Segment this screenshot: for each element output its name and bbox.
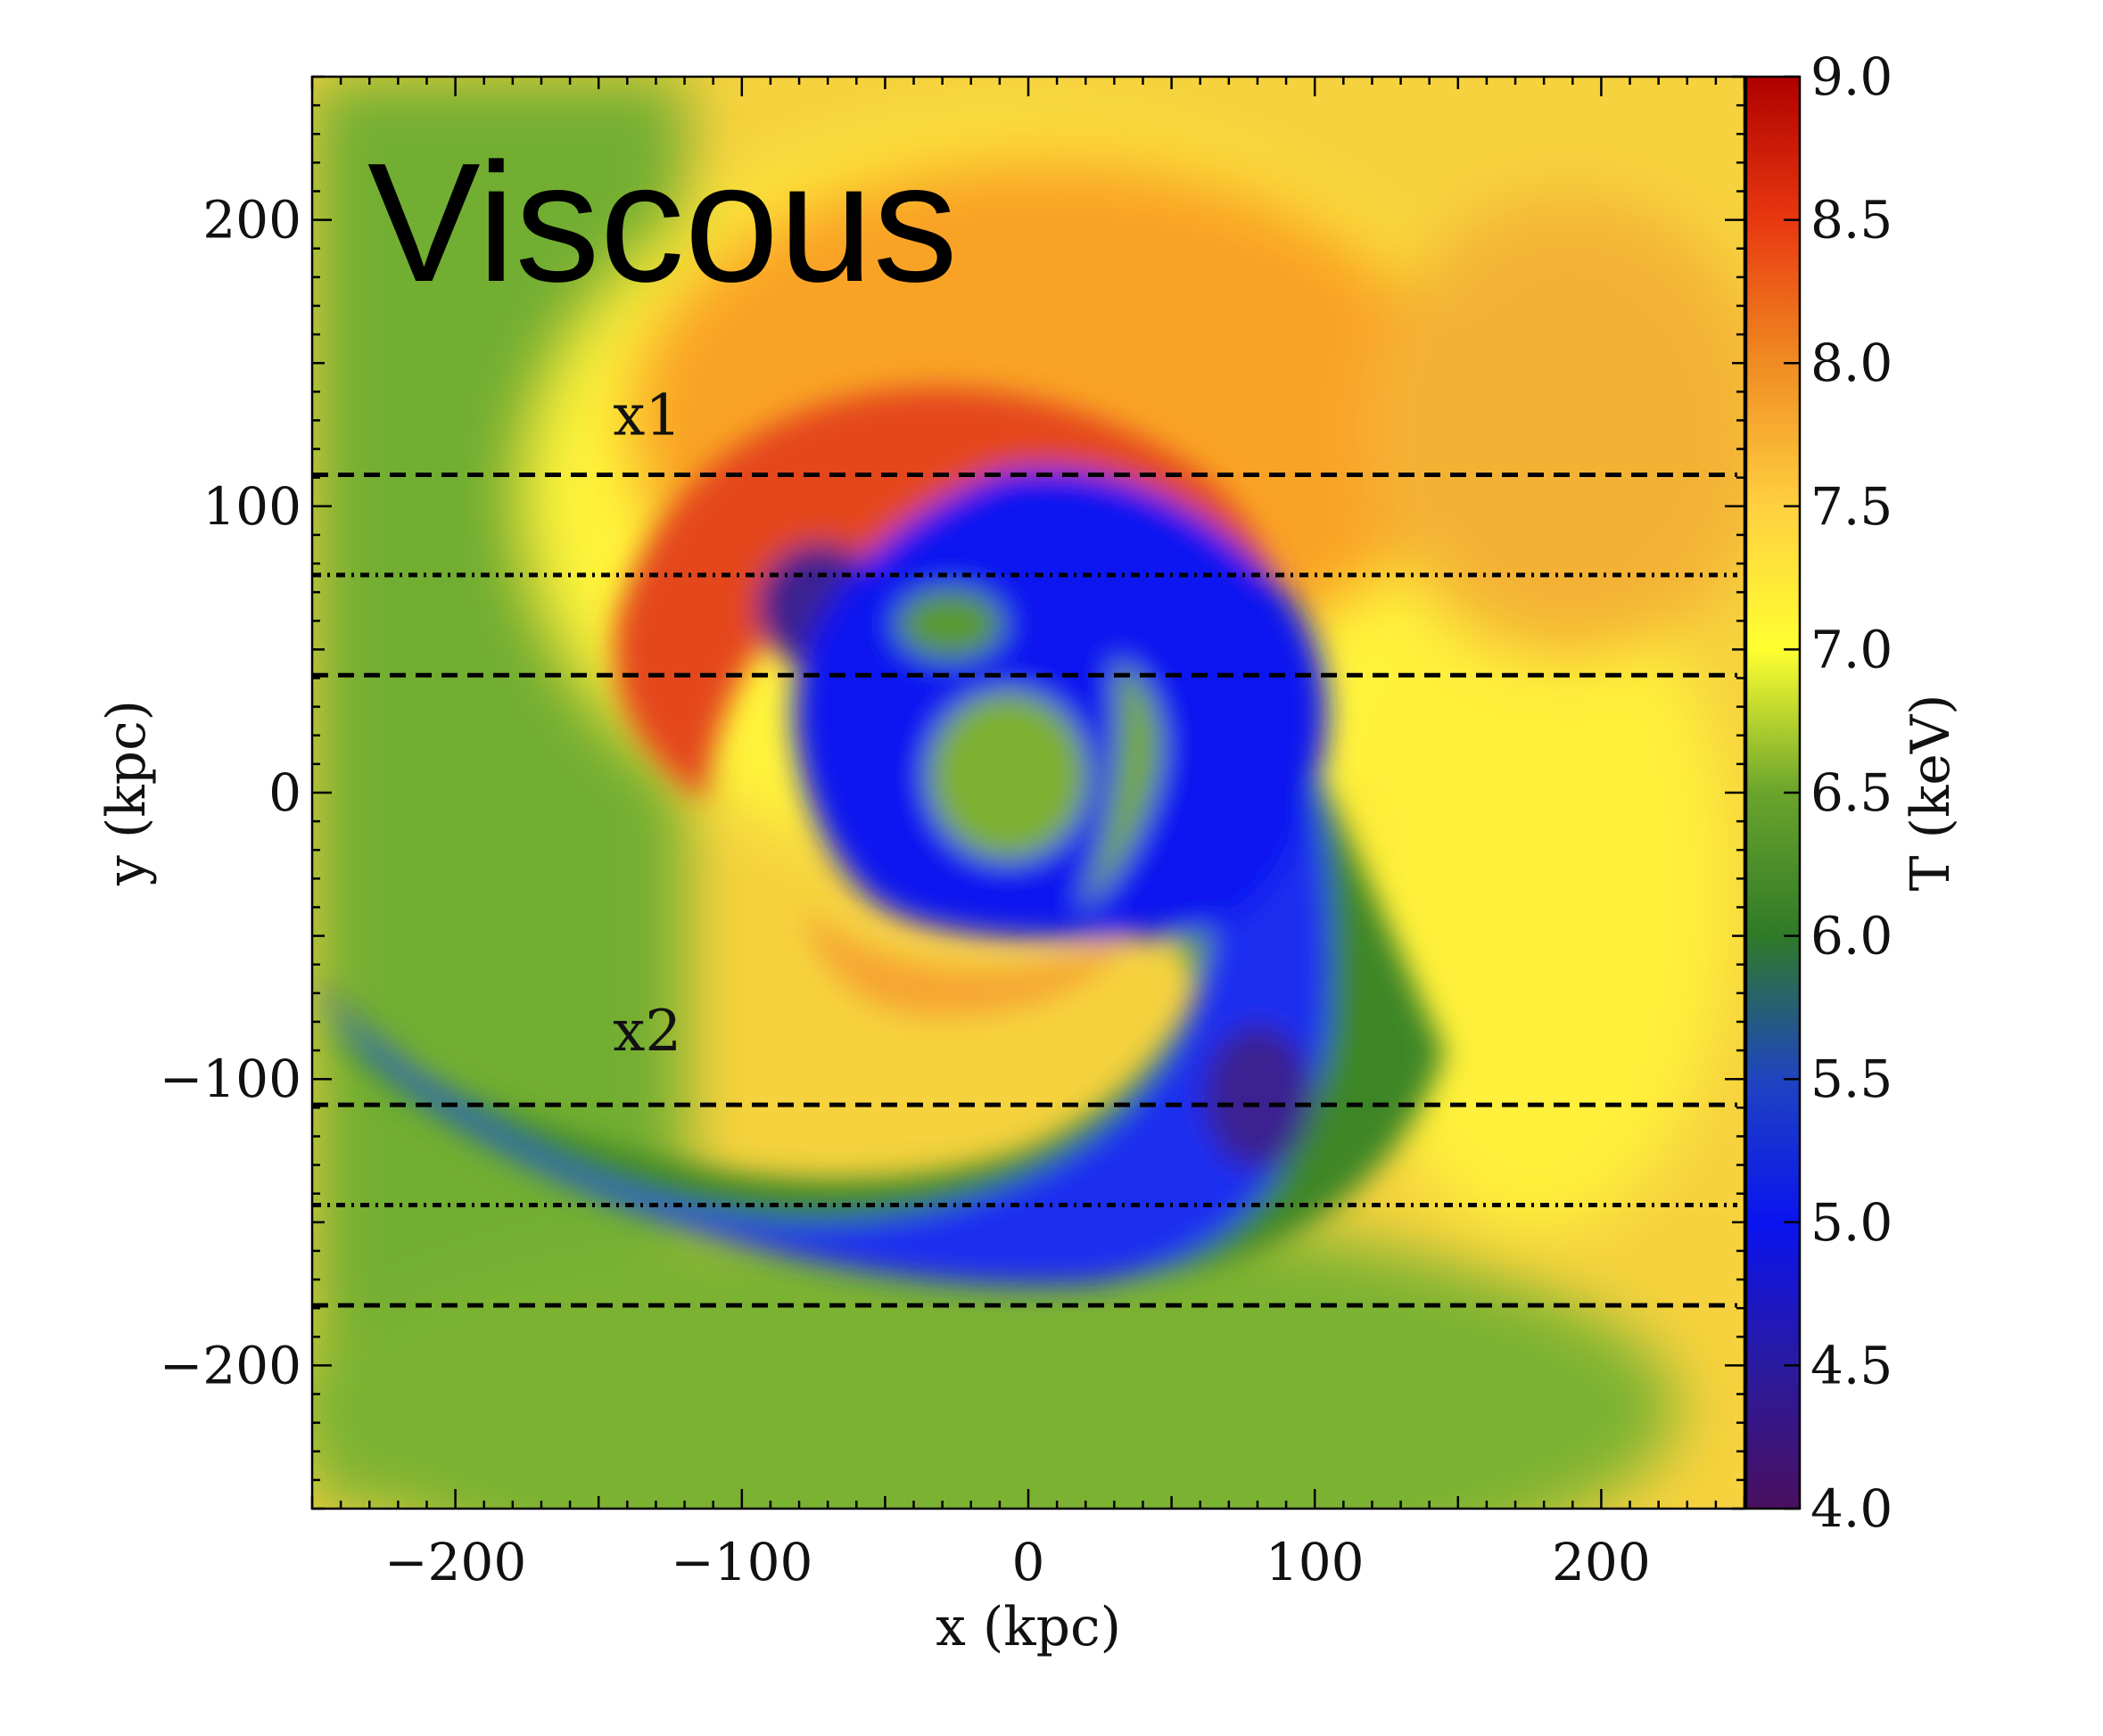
colorbar-tick-label: 8.0 (1810, 333, 1893, 393)
y-tick-label: 100 (202, 476, 301, 537)
colorbar-tick-label: 8.5 (1810, 190, 1893, 251)
colorbar-tick-label: 4.0 (1810, 1478, 1893, 1539)
x-tick-label: 200 (1552, 1532, 1651, 1592)
cut-label-x1: x1 (613, 383, 681, 449)
cut-lines-group (312, 472, 1737, 1308)
colorbar-tick-labels: 4.0 4.5 5.0 5.5 6.0 6.5 7.0 7.5 8.0 8.5 … (1810, 46, 1893, 1539)
colorbar-tick-label: 6.0 (1810, 906, 1893, 967)
colorbar-tick-label: 6.5 (1810, 762, 1893, 823)
y-tick-labels: 200 100 0 −100 −200 (160, 190, 301, 1396)
panel-title: Viscous (367, 128, 958, 317)
y-tick-label: −100 (160, 1049, 301, 1109)
y-axis-label: y (kpc) (95, 700, 158, 886)
colorbar-tick-label: 4.5 (1810, 1335, 1893, 1395)
y-tick-label: 0 (268, 762, 301, 823)
colorbar: 4.0 4.5 5.0 5.5 6.0 6.5 7.0 7.5 8.0 8.5 … (1744, 46, 1962, 1539)
y-tick-label: −200 (160, 1335, 301, 1395)
colorbar-tick-label: 7.5 (1810, 476, 1893, 537)
heatmap-panel (312, 77, 1744, 1509)
x-tick-label: 100 (1266, 1532, 1365, 1592)
colorbar-tick-label: 7.0 (1810, 619, 1893, 679)
x-tick-label: −100 (671, 1532, 812, 1592)
colorbar-tick-label: 5.5 (1810, 1049, 1893, 1109)
y-tick-label: 200 (202, 190, 301, 251)
heatmap-structures (312, 388, 1445, 1286)
cut-label-x2: x2 (613, 999, 681, 1065)
colorbar-ticks (1784, 75, 1800, 1510)
x-tick-label: 0 (1012, 1532, 1045, 1592)
colorbar-tick-label: 5.0 (1810, 1192, 1893, 1253)
colorbar-tick-label: 9.0 (1810, 46, 1893, 107)
tick-marks-group (310, 75, 1746, 1510)
x-tick-label: −200 (384, 1532, 526, 1592)
colorbar-label: T (keV) (1900, 694, 1962, 891)
x-tick-labels: −200 −100 0 100 200 (384, 1532, 1651, 1592)
x-axis-label: x (kpc) (936, 1596, 1121, 1658)
